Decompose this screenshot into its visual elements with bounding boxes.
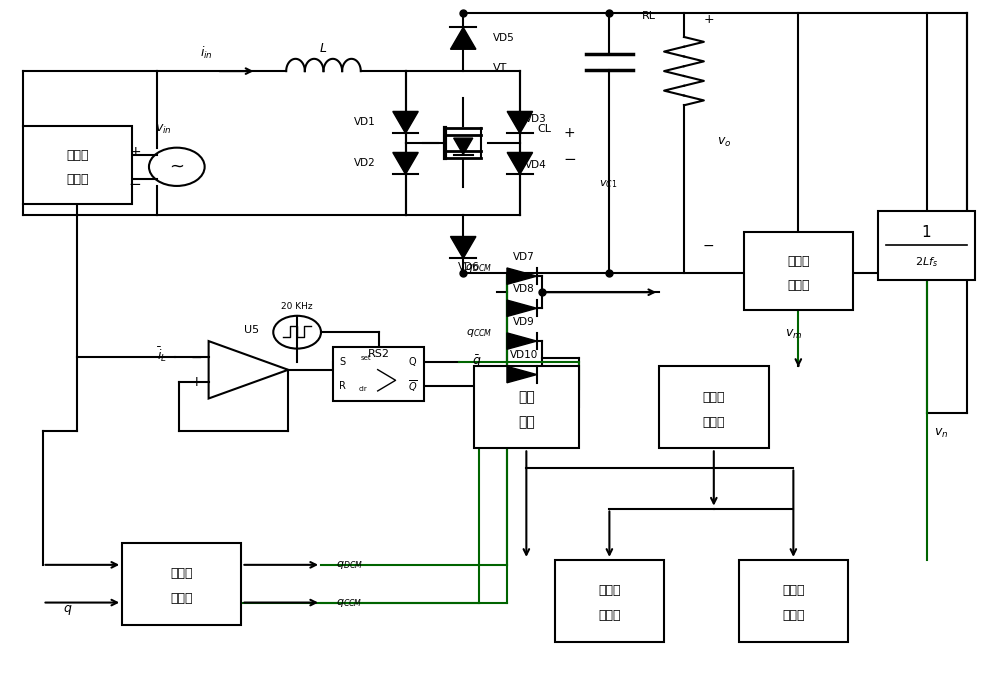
Text: 择电路: 择电路 <box>171 592 193 605</box>
Text: Q: Q <box>409 357 416 367</box>
Text: VD2: VD2 <box>354 158 376 168</box>
Text: $v_{C1}$: $v_{C1}$ <box>599 178 618 189</box>
Text: 第三积: 第三积 <box>703 391 725 404</box>
Text: $i_{in}$: $i_{in}$ <box>200 45 213 61</box>
Text: $q_{CCM}$: $q_{CCM}$ <box>466 327 492 339</box>
Text: 加法: 加法 <box>518 391 535 404</box>
Text: VD6: VD6 <box>458 262 480 271</box>
Polygon shape <box>393 152 418 174</box>
Text: $\overline{Q}$: $\overline{Q}$ <box>408 378 417 394</box>
Text: $v_n$: $v_n$ <box>934 426 949 440</box>
Text: $1$: $1$ <box>921 224 932 240</box>
Text: VD9: VD9 <box>513 317 535 327</box>
Text: 分电路: 分电路 <box>598 609 621 622</box>
Text: $v_m$: $v_m$ <box>785 329 802 342</box>
Text: $v_{in}$: $v_{in}$ <box>155 123 172 136</box>
Text: $q_{DCM}$: $q_{DCM}$ <box>336 559 363 571</box>
Text: 模式选: 模式选 <box>171 567 193 580</box>
Text: $\bar{q}$: $\bar{q}$ <box>472 353 482 370</box>
Text: ~: ~ <box>169 158 184 176</box>
Polygon shape <box>454 138 473 154</box>
Text: VT: VT <box>493 63 507 73</box>
Polygon shape <box>507 333 537 349</box>
Bar <box>23 126 132 205</box>
Text: 分电路: 分电路 <box>703 415 725 429</box>
Text: clr: clr <box>358 386 367 392</box>
Text: $\bar{q}$: $\bar{q}$ <box>63 601 72 618</box>
Text: VD5: VD5 <box>493 33 515 43</box>
Text: RS2: RS2 <box>368 349 390 359</box>
Text: VD1: VD1 <box>354 117 376 127</box>
Text: VD8: VD8 <box>513 284 535 294</box>
Text: −: − <box>191 351 203 364</box>
Text: 分电路: 分电路 <box>782 609 805 622</box>
Text: 第一积: 第一积 <box>782 584 805 597</box>
Text: 样电路: 样电路 <box>787 278 810 291</box>
Text: $\bar{i}_L$: $\bar{i}_L$ <box>157 345 167 364</box>
Polygon shape <box>507 300 537 316</box>
Polygon shape <box>450 28 476 49</box>
Text: 电路: 电路 <box>518 415 535 429</box>
Text: S: S <box>340 357 346 367</box>
Bar <box>333 347 424 400</box>
Text: $q_{DCM}$: $q_{DCM}$ <box>465 262 492 274</box>
Text: 20 KHz: 20 KHz <box>281 302 313 311</box>
Polygon shape <box>507 112 533 133</box>
Bar <box>739 559 848 641</box>
Polygon shape <box>507 367 537 383</box>
Text: 电流采: 电流采 <box>66 149 89 162</box>
Text: VD3: VD3 <box>525 114 547 124</box>
Text: RL: RL <box>642 12 656 21</box>
Text: 电压采: 电压采 <box>787 255 810 268</box>
Polygon shape <box>507 268 537 285</box>
Text: +: + <box>191 375 203 389</box>
Text: $q_{CCM}$: $q_{CCM}$ <box>336 597 362 608</box>
Polygon shape <box>507 152 533 174</box>
Text: U5: U5 <box>244 325 259 335</box>
Text: R: R <box>339 381 346 391</box>
Text: L: L <box>320 42 327 55</box>
Bar <box>878 212 975 280</box>
Text: VD4: VD4 <box>525 160 547 169</box>
Bar <box>474 367 579 449</box>
Bar <box>744 232 853 310</box>
Text: $v_o$: $v_o$ <box>717 136 731 150</box>
Bar <box>555 559 664 641</box>
Text: 第二积: 第二积 <box>598 584 621 597</box>
Polygon shape <box>393 112 418 133</box>
Text: +: + <box>129 145 141 158</box>
Text: VD10: VD10 <box>510 351 538 360</box>
Text: $2Lf_s$: $2Lf_s$ <box>915 256 938 269</box>
Text: set: set <box>360 355 371 361</box>
Polygon shape <box>450 236 476 258</box>
Text: −: − <box>703 238 715 252</box>
Text: −: − <box>129 177 141 192</box>
Text: VD7: VD7 <box>513 252 535 262</box>
Text: −: − <box>563 152 576 167</box>
Bar <box>122 543 241 625</box>
Text: +: + <box>704 13 714 26</box>
Bar <box>659 367 769 449</box>
Text: +: + <box>564 125 575 140</box>
Text: CL: CL <box>538 124 552 134</box>
Text: 样电路: 样电路 <box>66 173 89 186</box>
